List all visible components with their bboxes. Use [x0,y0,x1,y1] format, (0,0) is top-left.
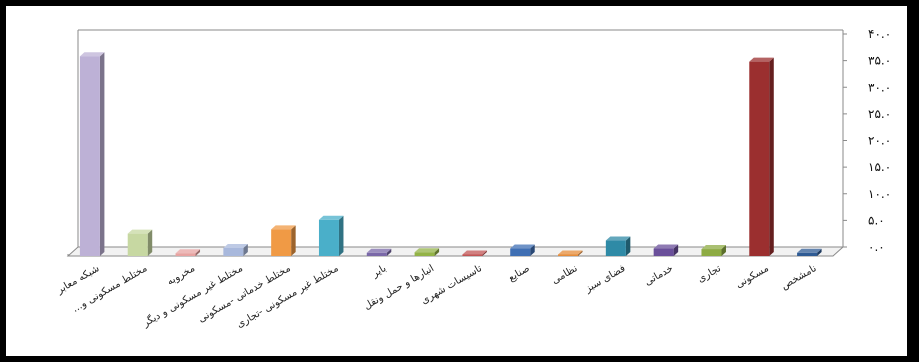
bar [223,243,248,256]
chart-frame: ۴۰.۰ ۳۵.۰ ۳۰.۰ ۲۵.۰ ۲۰.۰ ۱۵.۰ ۱۰.۰ ۵.۰ ۰.۰ شبکه … [6,6,907,356]
bar-top [653,244,679,249]
bar [653,244,679,256]
y-tick-label: ۱۰.۰ [868,187,891,201]
bar-chart: ۴۰.۰ ۳۵.۰ ۳۰.۰ ۲۵.۰ ۲۰.۰ ۱۵.۰ ۱۰.۰ ۵.۰ ۰.۰ شبکه … [54,27,891,330]
bar-front [175,253,196,256]
bar-side [482,250,487,256]
bar-front [797,252,818,256]
bar [318,215,344,256]
x-category-label: فضای سبز [583,263,628,295]
bar [79,52,105,257]
x-category-label: مسکونی [734,263,771,291]
bar-front [414,252,435,256]
bar-front [653,248,674,256]
bar-front [318,219,339,256]
bar-top [510,244,535,249]
y-tick-label: ۴۰.۰ [868,27,891,41]
bar [605,236,631,256]
y-tick-label: ۰.۰ [868,240,885,254]
x-category-label: صنایع [507,263,532,284]
bar-side [99,52,105,257]
bar-side [817,248,822,256]
bar-side [434,248,440,256]
bar-front [79,56,100,256]
x-category-label: مخروبه [165,263,197,288]
bar-top [79,52,105,57]
bar-top [175,249,201,254]
y-tick-labels: ۴۰.۰ ۳۵.۰ ۳۰.۰ ۲۵.۰ ۲۰.۰ ۱۵.۰ ۱۰.۰ ۵.۰ ۰.۰ [843,27,891,254]
x-category-label: خدماتی [643,263,675,288]
bar-front [558,254,579,256]
bar [510,244,535,256]
x-category-label: نامشخص [779,263,818,292]
bar [558,250,583,256]
bar-front [462,254,483,256]
bar-front [127,233,148,256]
bar [462,250,487,256]
bar-top [558,250,583,255]
bar-top [318,215,344,220]
bar-top [701,245,726,250]
bar [271,225,296,256]
bar-side [769,57,774,257]
bar-top [462,250,487,255]
bar-side [625,236,631,256]
bar-top [797,248,822,253]
x-category-label: تجاری [696,263,723,285]
chart-floor [66,246,845,257]
y-tick-label: ۳۵.۰ [868,54,891,68]
bar [749,57,774,257]
bars-group [79,52,822,257]
bar-side [338,215,344,256]
bar [701,245,726,256]
bar-front [749,61,770,257]
bar-top [414,248,440,253]
bar-front [366,252,387,256]
bar [127,229,153,256]
y-tick-label: ۵.۰ [868,213,885,227]
y-tick-label: ۲۵.۰ [868,107,891,121]
bar-top [127,229,153,234]
bar [175,249,201,256]
bar-front [510,248,531,256]
bar [414,248,440,256]
bar-side [530,244,535,256]
y-tick-label: ۳۰.۰ [868,80,891,94]
bar-top [223,243,248,249]
x-category-label: نظامی [550,263,580,286]
bar-side [195,249,201,256]
y-tick-label: ۲۰.۰ [868,134,891,148]
bar-front [271,229,292,256]
bar-side [386,248,392,256]
y-tick-label: ۱۵.۰ [868,160,891,174]
bar [797,248,822,256]
bar-side [673,244,679,256]
bar-top [605,236,631,241]
bar-front [223,248,244,256]
bar-top [749,57,774,62]
bar-front [605,240,626,256]
x-category-label: بایر [370,263,389,280]
bar-side [721,245,726,256]
bar-top [366,248,392,253]
bar-side [243,243,248,256]
bar-front [701,249,722,256]
chart-walls [66,29,845,257]
bar-side [291,225,296,256]
bar-side [147,229,153,256]
bar-top [271,225,296,230]
bar-side [578,250,583,256]
bar [366,248,392,256]
